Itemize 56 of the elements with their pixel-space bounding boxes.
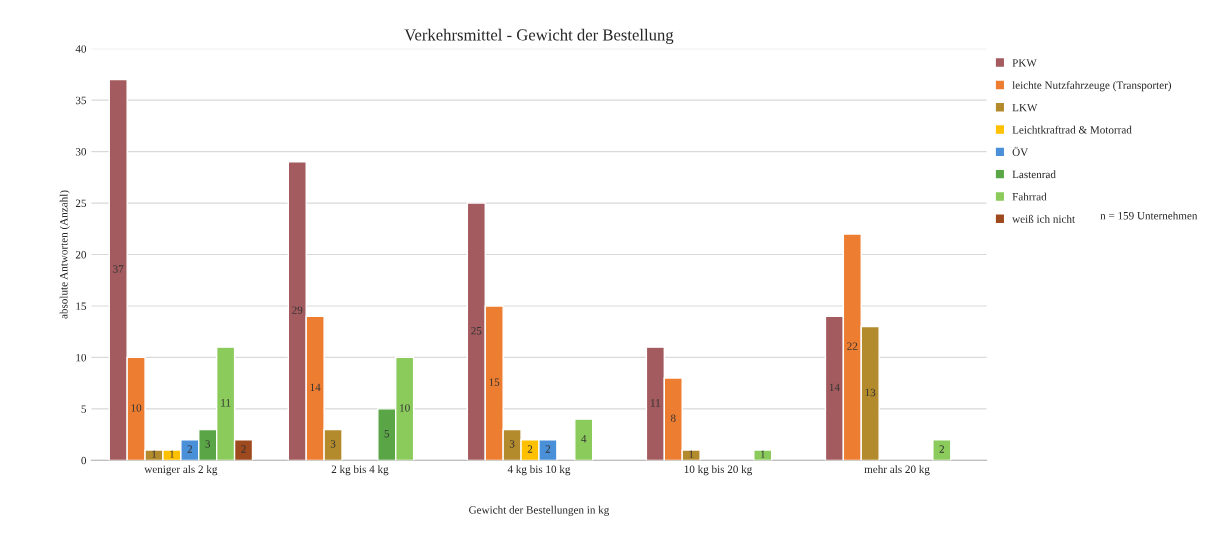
data-label: 3 (330, 440, 336, 448)
y-axis-title: absolute Antworten (Anzahl) (59, 190, 70, 319)
data-label: 1 (152, 450, 157, 458)
bar (932, 439, 952, 461)
x-tick-label: 10 kg bis 20 kg (684, 465, 753, 476)
y-tick-label: 5 (81, 405, 87, 413)
data-label: 3 (509, 440, 515, 448)
x-axis-title: Gewicht der Bestellungen in kg (469, 505, 610, 516)
legend-label: Leichtkraftrad & Motorrad (1012, 125, 1132, 134)
legend-label: leichte Nutzfahrzeuge (Transporter) (1012, 81, 1172, 92)
data-label: 10 (131, 404, 142, 412)
data-label: 3 (205, 440, 211, 448)
x-tick-label: mehr als 20 kg (864, 465, 930, 476)
legend-label: Lastenrad (1012, 170, 1056, 179)
data-label: 15 (489, 378, 500, 386)
legend-label: PKW (1012, 59, 1037, 67)
data-label: 13 (865, 388, 876, 397)
data-label: 11 (221, 399, 231, 407)
y-tick-label: 25 (75, 199, 87, 208)
bar (753, 449, 773, 461)
data-label: 8 (670, 414, 676, 422)
data-label: 22 (847, 342, 858, 350)
data-label: 29 (292, 306, 303, 314)
y-tick-label: 30 (75, 148, 87, 156)
y-tick-label: 10 (76, 353, 87, 362)
data-label: 2 (187, 445, 192, 453)
legend-label: ÖV (1012, 146, 1029, 156)
data-label: 2 (545, 445, 551, 453)
data-label: 2 (939, 445, 944, 453)
chart-title: Verkehrsmittel - Gewicht der Bestellung (404, 28, 674, 44)
data-label: 2 (241, 445, 246, 453)
legend-label: LKW (1012, 103, 1038, 112)
data-label: 25 (471, 327, 482, 335)
data-label: 4 (581, 435, 587, 443)
y-tick-label: 40 (75, 45, 87, 53)
data-label: 1 (689, 450, 694, 458)
legend-label: Fahrrad (1012, 192, 1047, 201)
x-tick-label: 2 kg bis 4 kg (331, 465, 389, 476)
data-label: 14 (829, 383, 840, 391)
data-label: 14 (310, 383, 321, 391)
y-tick-label: 0 (81, 456, 87, 465)
y-tick-label: 15 (76, 302, 87, 310)
data-label: 37 (113, 265, 124, 273)
legend-label: weiß ich nicht (1012, 214, 1076, 223)
data-label: 1 (760, 450, 765, 458)
bar (574, 418, 594, 461)
data-label: 10 (400, 404, 410, 412)
y-tick-label: 20 (75, 250, 87, 259)
data-label: 11 (650, 399, 661, 407)
text: n = 159 Unternehmen (1100, 211, 1198, 220)
x-tick-label: 4 kg bis 10 kg (507, 465, 571, 476)
data-label: 5 (384, 429, 390, 438)
data-label: 2 (527, 445, 533, 453)
data-label: 1 (170, 450, 175, 458)
y-tick-label: 35 (75, 96, 87, 105)
x-tick-label: weniger als 2 kg (144, 465, 218, 476)
